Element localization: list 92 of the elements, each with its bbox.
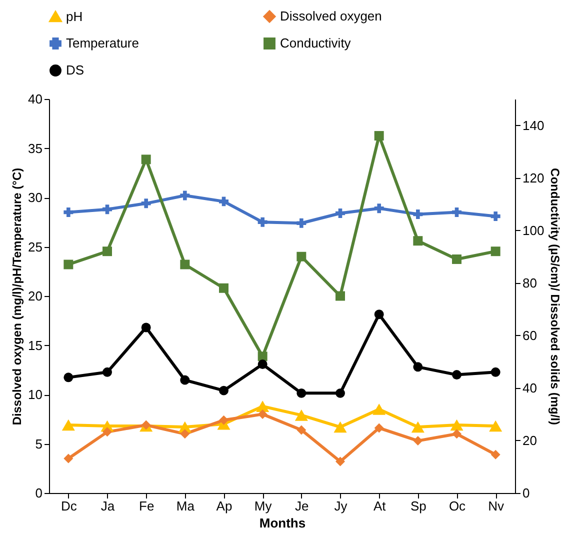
point: [374, 423, 384, 433]
point: [490, 246, 500, 256]
x-tick-label: Je: [295, 498, 309, 514]
y2-tick-label: 80: [522, 275, 537, 290]
point: [64, 454, 74, 464]
y-tick-label: 35: [28, 140, 42, 156]
point: [336, 456, 345, 466]
point: [180, 429, 190, 439]
y2-tick-label: 20: [522, 432, 537, 448]
x-tick-label: Ap: [216, 498, 232, 514]
y-tick-label: 15: [28, 338, 42, 353]
point: [452, 254, 462, 264]
point: [258, 352, 268, 362]
point: [141, 154, 151, 164]
point: [413, 362, 423, 372]
point: [64, 208, 74, 218]
point: [102, 246, 112, 256]
point: [141, 198, 151, 208]
point: [411, 421, 424, 433]
point: [141, 322, 151, 332]
point: [450, 419, 464, 431]
legend-label: pH: [66, 8, 83, 24]
x-tick-label: Oc: [448, 498, 466, 514]
point: [452, 370, 462, 380]
point: [258, 360, 268, 370]
y2-tick-label: 120: [522, 170, 544, 186]
x-tick-label: My: [254, 498, 272, 514]
point: [490, 211, 500, 221]
point: [296, 252, 306, 262]
y-axis-title: Dissolved oxygen (mg/l)/pH/Temperature (°C): [10, 168, 24, 426]
point: [180, 260, 190, 270]
y2-tick-label: 0: [522, 486, 530, 500]
point: [490, 450, 500, 460]
y-tick-label: 20: [28, 288, 42, 304]
x-tick-label: Jy: [334, 498, 348, 514]
point: [452, 429, 462, 439]
x-tick-label: At: [373, 498, 386, 514]
legend-label: Temperature: [66, 36, 139, 50]
y2-tick-label: 140: [522, 118, 544, 133]
point: [489, 420, 502, 432]
x-tick-label: Sp: [410, 498, 426, 514]
point: [334, 421, 347, 433]
y-tick-label: 25: [28, 239, 42, 254]
point: [64, 260, 74, 270]
x-tick-label: Dc: [60, 498, 78, 514]
point: [258, 217, 268, 227]
point: [372, 404, 386, 415]
point: [219, 196, 228, 206]
point: [452, 208, 462, 218]
point: [102, 367, 112, 377]
point: [490, 367, 500, 377]
point: [296, 388, 306, 398]
legend-label: Dissolved oxygen: [280, 8, 382, 24]
point: [374, 131, 384, 141]
y-tick-label: 10: [28, 387, 42, 402]
y-tick-label: 30: [28, 190, 42, 205]
point: [336, 388, 345, 398]
point: [413, 236, 423, 246]
x-axis-title: Months: [259, 516, 306, 530]
point: [294, 410, 308, 421]
y2-tick-label: 40: [522, 380, 537, 396]
y2-axis-title: Conductivity (µS/cm)/ Dissolved solids (mg/l): [548, 168, 562, 425]
y-tick-label: 40: [28, 92, 42, 106]
point: [180, 190, 190, 200]
point: [102, 427, 112, 437]
point: [413, 436, 423, 446]
point: [256, 400, 270, 412]
point: [336, 208, 345, 218]
point: [374, 204, 384, 214]
legend-label: DS: [66, 62, 84, 78]
point: [64, 372, 74, 382]
x-tick-label: Nv: [488, 498, 505, 514]
x-tick-label: Ma: [176, 498, 196, 514]
point: [180, 375, 190, 385]
point: [336, 291, 345, 301]
y-tick-label: 0: [35, 486, 42, 500]
point: [219, 283, 228, 293]
y-tick-label: 5: [35, 436, 42, 452]
point: [374, 310, 384, 320]
point: [413, 210, 423, 219]
point: [219, 415, 228, 425]
legend-label: Conductivity: [280, 36, 352, 50]
point: [296, 425, 306, 435]
x-tick-label: Ja: [100, 498, 116, 514]
x-tick-label: Fe: [138, 498, 154, 514]
point: [219, 386, 228, 396]
point: [296, 218, 306, 228]
y2-tick-label: 60: [522, 328, 537, 343]
y2-tick-label: 100: [522, 222, 544, 238]
point: [102, 204, 112, 214]
point: [258, 409, 268, 419]
point: [62, 419, 75, 431]
